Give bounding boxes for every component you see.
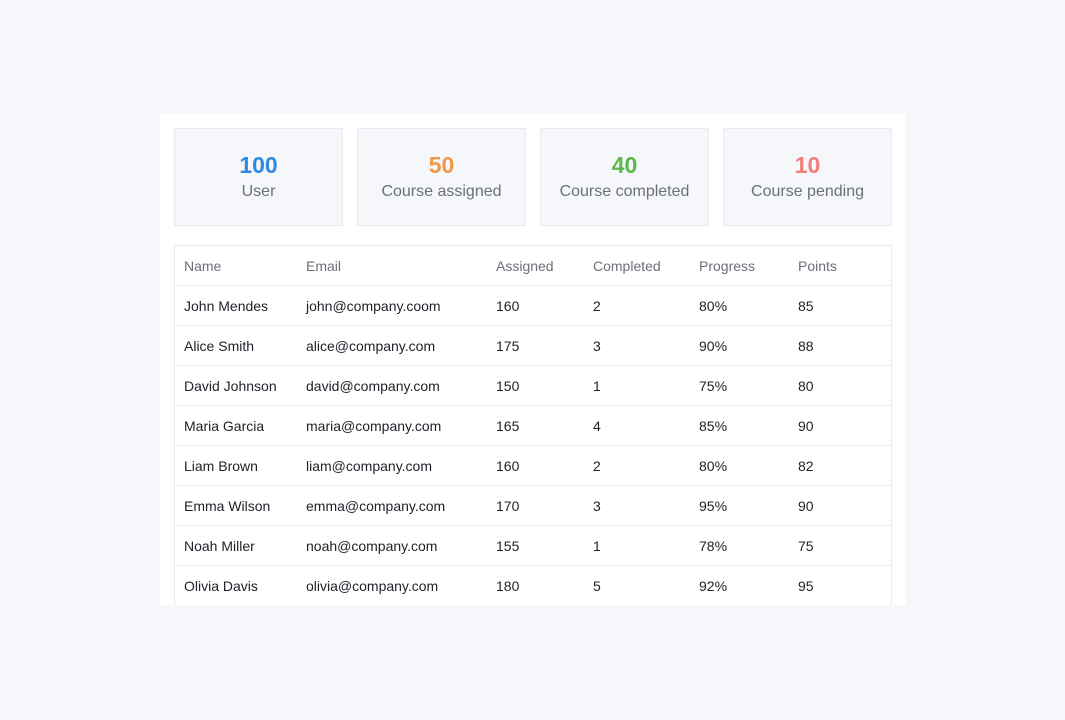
table-row: Liam Brown liam@company.com 160 2 80% 82 xyxy=(175,445,891,486)
table-row: Emma Wilson emma@company.com 170 3 95% 9… xyxy=(175,485,891,526)
column-header-assigned: Assigned xyxy=(487,246,584,286)
cell-assigned: 170 xyxy=(487,485,584,526)
cell-assigned: 160 xyxy=(487,445,584,486)
cell-email: emma@company.com xyxy=(297,485,487,526)
column-header-completed: Completed xyxy=(584,246,690,286)
cell-points: 80 xyxy=(789,365,891,406)
cell-points: 85 xyxy=(789,285,891,326)
cell-completed: 2 xyxy=(584,445,690,486)
stat-card-user: 100 User xyxy=(174,128,343,226)
cell-completed: 3 xyxy=(584,325,690,366)
column-header-email: Email xyxy=(297,246,487,286)
cell-name: Olivia Davis xyxy=(184,577,258,594)
cell-name: John Mendes xyxy=(175,285,297,326)
cell-points: 95 xyxy=(798,577,814,594)
stat-label-course-assigned: Course assigned xyxy=(381,183,502,200)
stat-value-course-pending: 10 xyxy=(794,152,821,178)
cell-points: 90 xyxy=(789,405,891,446)
cell-email: david@company.com xyxy=(297,365,487,406)
cell-points: 88 xyxy=(789,325,891,366)
table-row: Alice Smith alice@company.com 175 3 90% … xyxy=(175,325,891,366)
cell-completed: 1 xyxy=(584,525,690,566)
stat-label-course-pending: Course pending xyxy=(751,183,864,200)
stat-card-course-pending: 10 Course pending xyxy=(723,128,892,226)
cell-completed: 4 xyxy=(584,405,690,446)
stat-card-course-completed: 40 Course completed xyxy=(540,128,709,226)
cell-email: liam@company.com xyxy=(297,445,487,486)
table-header-row: Name Email Assigned Completed Progress P… xyxy=(175,246,891,286)
cell-name: Noah Miller xyxy=(175,525,297,566)
stats-row: 100 User 50 Course assigned 40 Course co… xyxy=(174,128,892,226)
cell-name: Maria Garcia xyxy=(175,405,297,446)
cell-points: 90 xyxy=(789,485,891,526)
cell-completed: 2 xyxy=(584,285,690,326)
table-row: Maria Garcia maria@company.com 165 4 85%… xyxy=(175,405,891,446)
cell-name: Liam Brown xyxy=(175,445,297,486)
column-header-name: Name xyxy=(175,246,297,286)
table-row: Olivia Davis olivia@company.com 180 5 92… xyxy=(175,566,891,606)
cell-progress: 95% xyxy=(690,485,789,526)
cell-assigned: 150 xyxy=(487,365,584,406)
cell-progress: 90% xyxy=(690,325,789,366)
table-row: David Johnson david@company.com 150 1 75… xyxy=(175,365,891,406)
column-header-progress: Progress xyxy=(690,246,789,286)
cell-progress: 80% xyxy=(690,285,789,326)
cell-completed: 1 xyxy=(584,365,690,406)
cell-points: 75 xyxy=(789,525,891,566)
stat-value-course-completed: 40 xyxy=(611,152,638,178)
stat-label-course-completed: Course completed xyxy=(559,183,690,200)
cell-assigned: 175 xyxy=(487,325,584,366)
cell-progress: 92% xyxy=(699,577,728,594)
cell-email: olivia@company.com xyxy=(306,577,439,594)
cell-name: Emma Wilson xyxy=(175,485,297,526)
cell-completed: 5 xyxy=(593,577,601,594)
column-header-points: Points xyxy=(789,246,891,286)
cell-progress: 80% xyxy=(690,445,789,486)
table-row: John Mendes john@company.coom 160 2 80% … xyxy=(175,285,891,326)
stat-card-course-assigned: 50 Course assigned xyxy=(357,128,526,226)
cell-assigned: 160 xyxy=(487,285,584,326)
cell-name: David Johnson xyxy=(175,365,297,406)
cell-assigned: 165 xyxy=(487,405,584,446)
stat-label-user: User xyxy=(241,183,276,200)
cell-name: Alice Smith xyxy=(175,325,297,366)
users-table: Name Email Assigned Completed Progress P… xyxy=(175,246,891,605)
cell-assigned: 180 xyxy=(496,577,520,594)
cell-progress: 78% xyxy=(690,525,789,566)
table-row: Noah Miller noah@company.com 155 1 78% 7… xyxy=(175,525,891,566)
cell-email: maria@company.com xyxy=(297,405,487,446)
cell-progress: 85% xyxy=(690,405,789,446)
stat-value-user: 100 xyxy=(239,152,278,178)
users-table-container: Name Email Assigned Completed Progress P… xyxy=(174,245,892,605)
cell-email: noah@company.com xyxy=(297,525,487,566)
cell-progress: 75% xyxy=(690,365,789,406)
cell-assigned: 155 xyxy=(487,525,584,566)
cell-completed: 3 xyxy=(584,485,690,526)
cell-email: john@company.coom xyxy=(297,285,487,326)
cell-email: alice@company.com xyxy=(297,325,487,366)
cell-points: 82 xyxy=(789,445,891,486)
dashboard-panel: 100 User 50 Course assigned 40 Course co… xyxy=(160,114,906,605)
stat-value-course-assigned: 50 xyxy=(428,152,455,178)
